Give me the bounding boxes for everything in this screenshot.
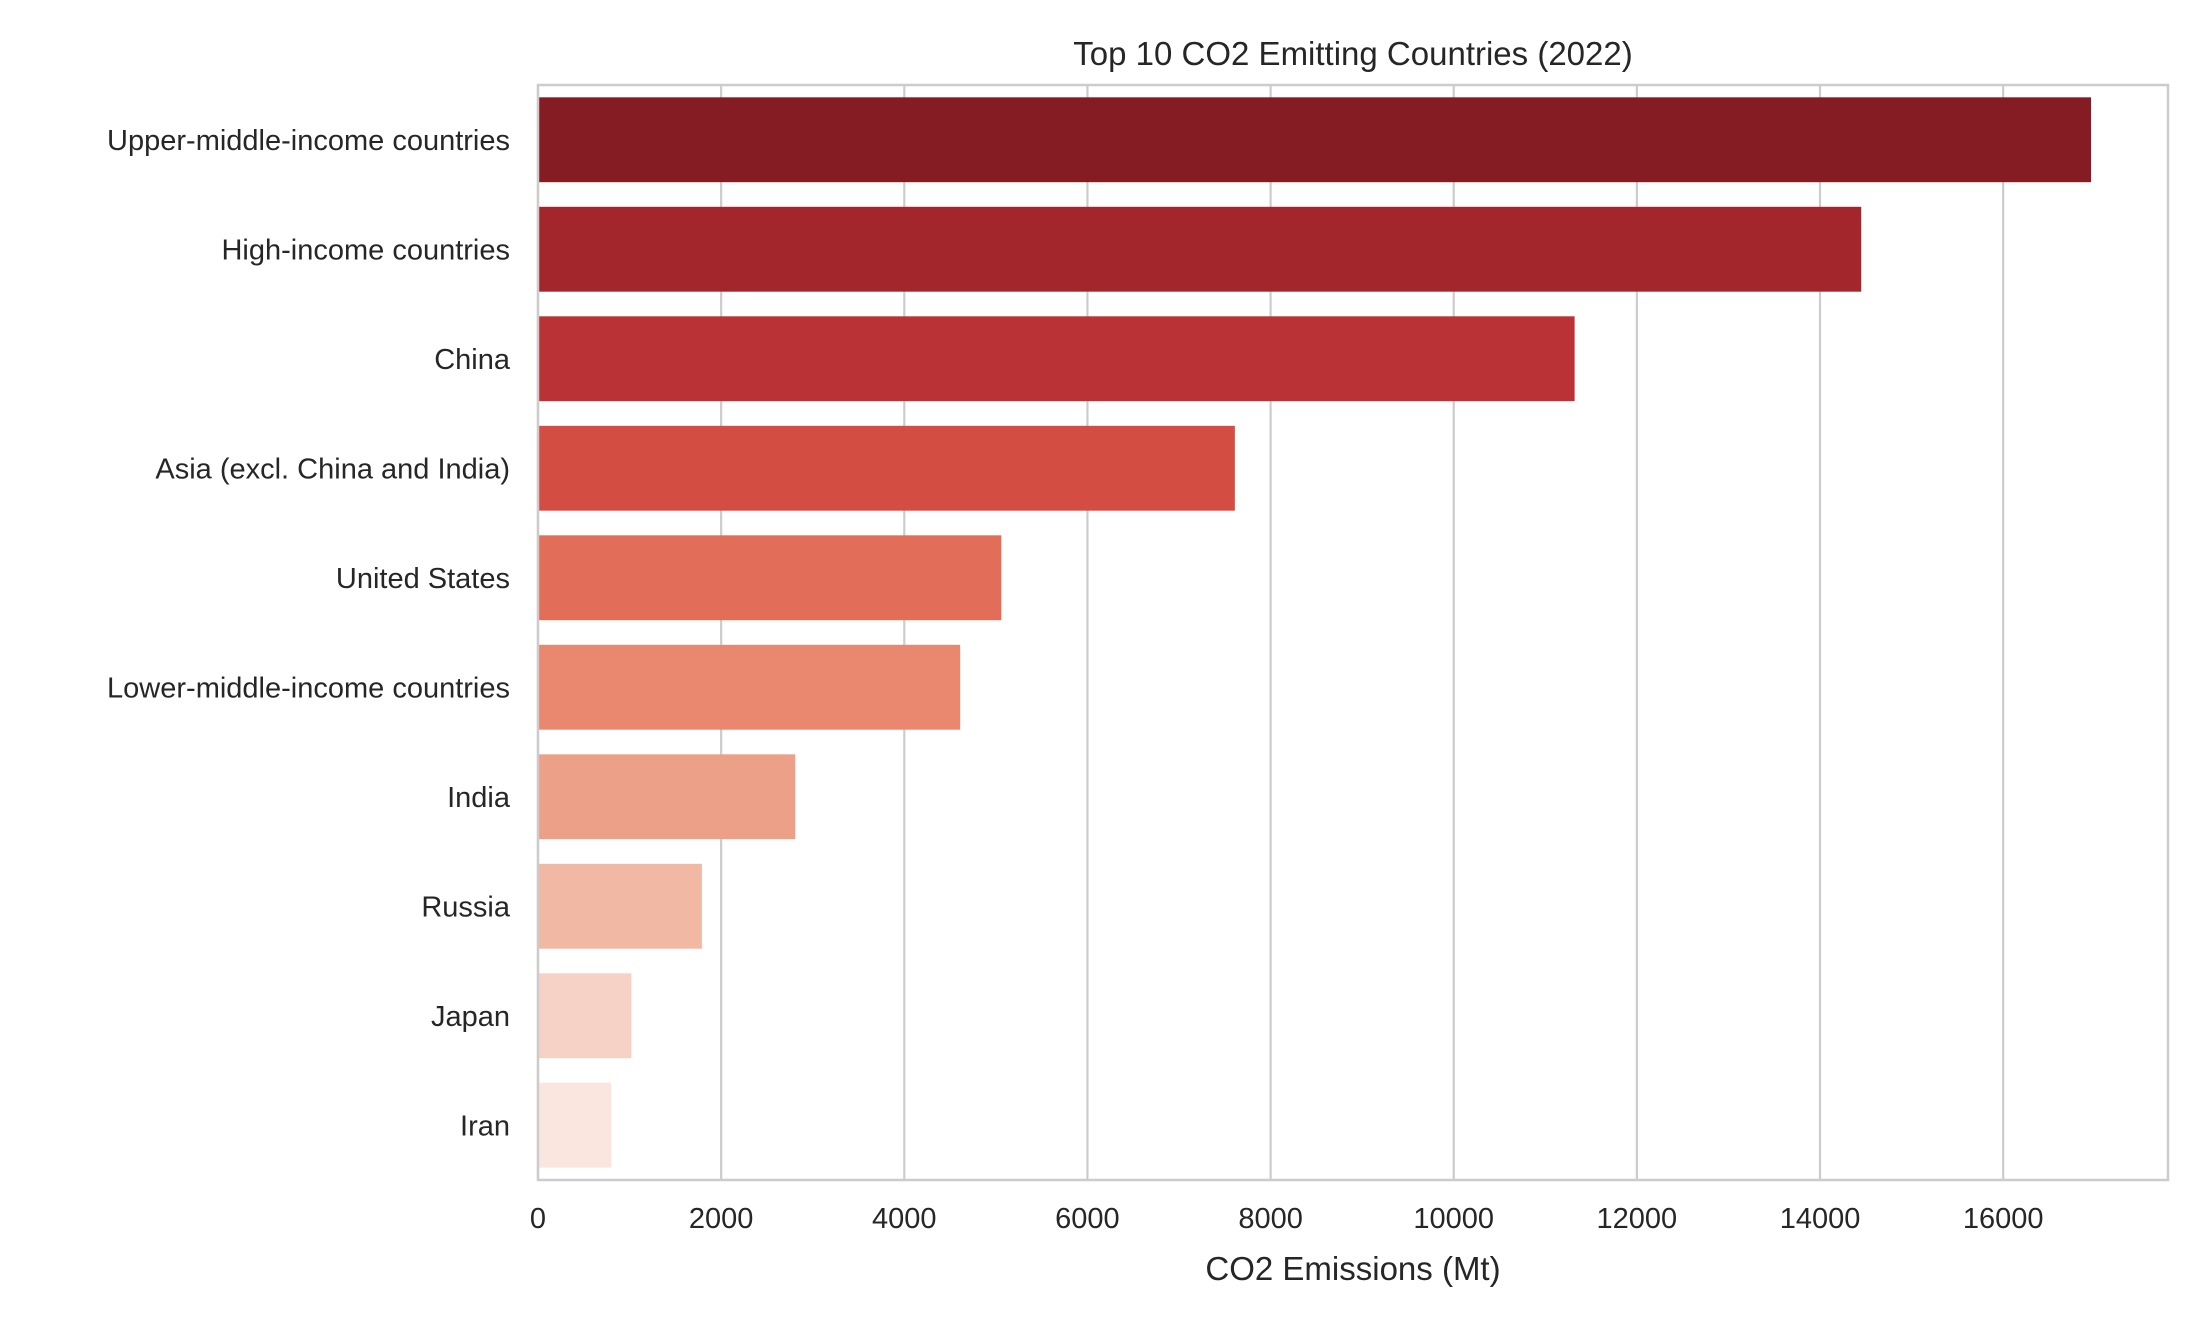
category-label: China: [434, 344, 511, 376]
x-tick-label: 2000: [689, 1203, 754, 1235]
x-tick-label: 8000: [1238, 1203, 1303, 1235]
x-tick-labels: 0 2000 4000 6000 8000 10000 12000 14000 16000: [530, 1203, 2044, 1235]
category-labels: Upper-middle-income countries High-income…: [107, 125, 511, 1143]
bar: [538, 535, 1002, 621]
bar: [538, 863, 702, 949]
chart-title: Top 10 CO2 Emitting Countries (2022): [1073, 35, 1632, 72]
x-tick-label: 12000: [1597, 1203, 1678, 1235]
category-label: Iran: [460, 1110, 510, 1142]
x-tick-label: 10000: [1413, 1203, 1494, 1235]
bar: [538, 97, 2092, 183]
category-label: Upper-middle-income countries: [107, 125, 510, 157]
x-tick-label: 14000: [1780, 1203, 1861, 1235]
category-label: High-income countries: [221, 234, 510, 266]
category-label: United States: [336, 563, 510, 595]
bar: [538, 316, 1575, 402]
bar: [538, 425, 1235, 511]
bar: [538, 754, 796, 840]
x-tick-label: 16000: [1963, 1203, 2044, 1235]
x-tick-label: 4000: [872, 1203, 937, 1235]
category-label: Russia: [421, 891, 511, 923]
category-label: Lower-middle-income countries: [107, 672, 510, 704]
plot-frame: [536, 83, 2170, 1182]
bar: [538, 1082, 612, 1168]
bar-layer: [538, 97, 2092, 1168]
bar: [538, 206, 1862, 292]
x-axis-label: CO2 Emissions (Mt): [1205, 1250, 1500, 1287]
bar: [538, 644, 961, 730]
x-tick-label: 6000: [1055, 1203, 1120, 1235]
category-label: Asia (excl. China and India): [155, 453, 510, 485]
category-label: Japan: [431, 1001, 510, 1033]
category-label: India: [447, 782, 511, 814]
x-tick-label: 0: [530, 1203, 546, 1235]
bar: [538, 973, 632, 1059]
